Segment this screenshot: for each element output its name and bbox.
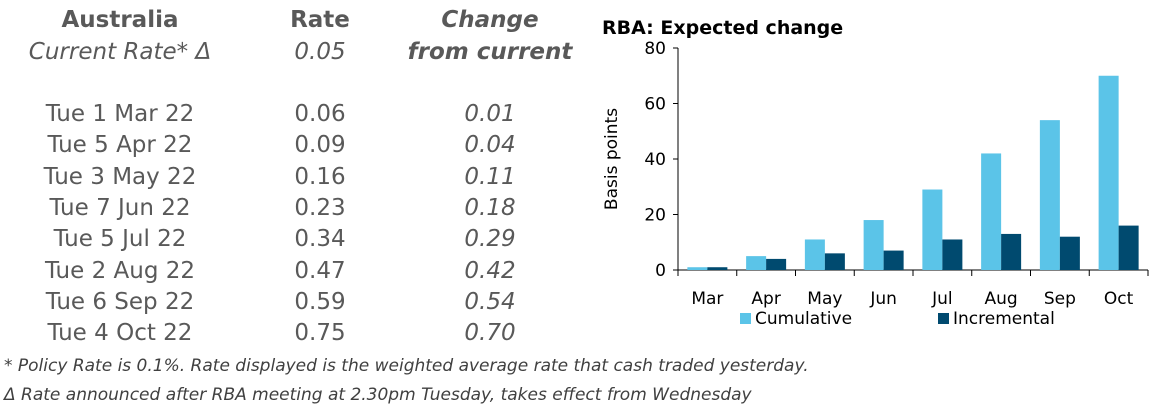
footnote-announcement: Δ Rate announced after RBA meeting at 2.… <box>4 385 752 405</box>
x-tick-label: Oct <box>1104 289 1134 309</box>
bar-incremental-jun <box>883 250 904 270</box>
bar-incremental-jul <box>942 239 963 270</box>
table-cell-date: Tue 3 May 22 <box>43 163 197 190</box>
y-tick-label: 0 <box>655 261 666 281</box>
header-change-line1: Change <box>441 7 539 33</box>
bar-incremental-aug <box>1001 233 1022 270</box>
current-rate-label: Current Rate* Δ <box>28 39 212 65</box>
table-cell-rate: 0.06 <box>294 101 346 127</box>
y-tick-label: 60 <box>644 95 666 115</box>
table-cell-change: 0.11 <box>464 163 516 190</box>
bar-incremental-oct <box>1118 225 1139 270</box>
bar-cumulative-mar <box>687 267 708 270</box>
y-tick-label: 80 <box>644 39 666 59</box>
table-cell-rate: 0.09 <box>294 132 346 159</box>
header-rate: Rate <box>290 7 350 33</box>
table-cell-rate: 0.23 <box>294 194 346 221</box>
table-cell-rate: 0.34 <box>294 226 346 253</box>
table-cell-change: 0.42 <box>464 257 516 284</box>
legend-label-cumulative: Cumulative <box>755 309 852 329</box>
header-change-line2: from current <box>407 39 573 65</box>
footnote-policy-rate: * Policy Rate is 0.1%. Rate displayed is… <box>4 356 809 376</box>
bar-incremental-may <box>824 253 845 270</box>
table-cell-date: Tue 1 Mar 22 <box>45 101 195 127</box>
bar-cumulative-apr <box>746 256 767 270</box>
bar-cumulative-jul <box>922 189 943 270</box>
table-cell-rate: 0.47 <box>294 257 346 284</box>
legend-swatch-cumulative <box>740 313 751 324</box>
table-cell-change: 0.70 <box>464 320 516 347</box>
bar-incremental-mar <box>707 267 728 270</box>
x-tick-label: Sep <box>1044 289 1076 309</box>
x-tick-label: Jun <box>869 289 897 309</box>
table-cell-change: 0.54 <box>464 288 516 315</box>
chart-title: RBA: Expected change <box>602 17 843 39</box>
bar-cumulative-oct <box>1098 75 1119 270</box>
y-axis-label: Basis points <box>602 108 622 210</box>
table-cell-change: 0.18 <box>464 194 516 221</box>
table-cell-date: Tue 2 Aug 22 <box>44 257 196 284</box>
table-cell-rate: 0.75 <box>294 320 346 347</box>
bar-cumulative-may <box>804 239 825 270</box>
table-cell-change: 0.01 <box>464 101 516 127</box>
x-tick-label: Mar <box>691 289 723 309</box>
table-cell-rate: 0.59 <box>294 288 346 315</box>
bar-cumulative-aug <box>981 153 1002 270</box>
table-cell-date: Tue 6 Sep 22 <box>45 288 195 315</box>
current-rate-value: 0.05 <box>294 39 346 65</box>
bar-incremental-apr <box>766 258 787 270</box>
y-tick-label: 20 <box>644 206 666 226</box>
x-tick-label: May <box>807 289 842 309</box>
x-tick-label: Aug <box>985 289 1018 309</box>
header-australia: Australia <box>61 7 179 33</box>
bar-cumulative-jun <box>863 220 884 270</box>
legend-label-incremental: Incremental <box>953 309 1055 329</box>
table-cell-date: Tue 5 Jul 22 <box>53 226 187 253</box>
table-cell-change: 0.04 <box>464 132 516 159</box>
x-tick-label: Jul <box>931 289 953 309</box>
table-cell-date: Tue 4 Oct 22 <box>47 320 193 347</box>
table-cell-date: Tue 5 Apr 22 <box>47 132 193 159</box>
y-tick-label: 40 <box>644 150 666 170</box>
table-cell-date: Tue 7 Jun 22 <box>49 194 191 221</box>
x-tick-label: Apr <box>751 289 780 309</box>
table-cell-rate: 0.16 <box>294 163 346 190</box>
bar-incremental-sep <box>1059 236 1080 270</box>
expected-change-chart: RBA: Expected change 0 20 40 60 80 Basis point… <box>602 17 1149 329</box>
bar-cumulative-sep <box>1039 120 1060 271</box>
table-cell-change: 0.29 <box>464 226 516 253</box>
legend-swatch-incremental <box>938 313 949 324</box>
